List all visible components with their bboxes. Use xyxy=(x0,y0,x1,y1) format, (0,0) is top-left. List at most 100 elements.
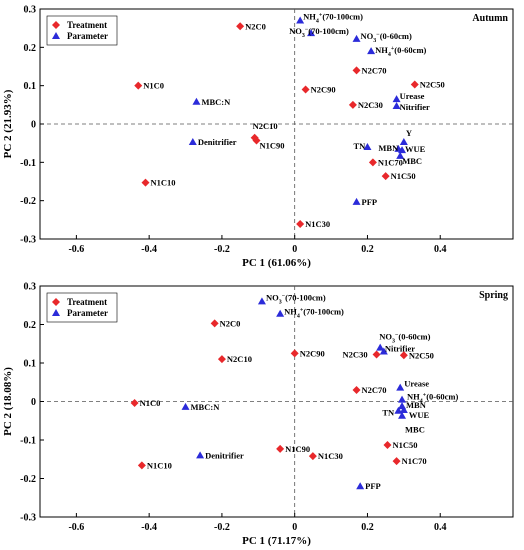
autumn-point-n1c10-label: N1C10 xyxy=(151,178,176,188)
spring-y-tick-label: 0.1 xyxy=(24,359,37,370)
autumn-legend-box xyxy=(46,15,118,46)
autumn-x-tick-label: -0.4 xyxy=(141,244,157,255)
spring-point-no3-0-60cm xyxy=(376,343,385,351)
autumn-season-title: Autumn xyxy=(472,13,508,24)
autumn-point-n2c0 xyxy=(236,22,245,31)
autumn-legend-treatment-label: Treatment xyxy=(67,20,107,30)
spring-legend-parameter-marker xyxy=(52,309,60,316)
autumn-point-nh4-70-100cm-label: NH4+(70-100cm) xyxy=(303,12,363,25)
autumn-point-y xyxy=(399,138,408,146)
autumn-point-y-label: Y xyxy=(406,128,412,138)
autumn-y-tick-label: 0.2 xyxy=(24,43,37,54)
autumn-point-n2c70 xyxy=(352,66,361,75)
autumn-point-n1c50 xyxy=(381,172,390,181)
spring-legend-box xyxy=(46,292,118,323)
autumn-legend-parameter-marker xyxy=(52,32,60,39)
autumn-point-n1c30-label: N1C30 xyxy=(305,219,330,229)
spring-legend-treatment-label: Treatment xyxy=(67,297,107,307)
spring-point-n1c90-label: N1C90 xyxy=(285,444,310,454)
spring-y-tick-label: 0.2 xyxy=(24,320,37,331)
autumn-point-n1c0-label: N1C0 xyxy=(143,81,164,91)
spring-point-no3-70-100cm xyxy=(257,297,266,305)
spring-legend-parameter-label: Parameter xyxy=(67,308,108,318)
spring-x-tick-label: 0 xyxy=(292,522,297,533)
spring-point-n1c50-label: N1C50 xyxy=(392,440,417,450)
autumn-x-tick-label: 0.2 xyxy=(361,244,374,255)
spring-point-tn xyxy=(394,406,403,414)
spring-point-n2c30 xyxy=(372,350,381,359)
spring-point-n1c70 xyxy=(392,457,401,466)
autumn-point-n1c10 xyxy=(141,178,150,187)
autumn-legend-treatment-marker xyxy=(52,21,60,29)
spring-point-wue xyxy=(399,405,408,413)
spring-y-tick-label: -0.3 xyxy=(20,513,36,524)
autumn-point-mbc xyxy=(396,151,405,159)
autumn-x-tick-label: 0.4 xyxy=(434,244,447,255)
spring-point-mbc-n-label: MBC:N xyxy=(191,402,221,412)
spring-x-tick-label: 0.2 xyxy=(361,522,374,533)
spring-x-tick-label: 0.4 xyxy=(434,522,447,533)
autumn-point-tn-label: TN xyxy=(353,141,366,151)
autumn-point-urease-label: Urease xyxy=(400,91,425,101)
autumn-point-n1c0 xyxy=(134,81,143,90)
spring-point-n2c0 xyxy=(210,319,219,328)
spring-panel: -0.6 -0.4 -0.2 0 0.2 0.4 -0.3 -0.2 -0.1 0 0.1 0.2 0.… xyxy=(2,282,514,547)
spring-point-n1c0 xyxy=(130,399,139,408)
autumn-point-nh4-0-60cm xyxy=(367,47,376,55)
spring-point-n1c30 xyxy=(308,452,317,461)
spring-point-n2c0-label: N2C0 xyxy=(220,318,241,328)
autumn-point-no3-0-60cm-label: NO3−(0-60cm) xyxy=(361,31,412,44)
spring-point-denitrifier xyxy=(196,451,205,459)
autumn-point-n2c70-label: N2C70 xyxy=(362,65,387,75)
spring-point-n1c70-label: N1C70 xyxy=(402,456,427,466)
spring-point-pfp-label: PFP xyxy=(365,481,381,491)
autumn-point-mbc-n xyxy=(192,97,201,105)
autumn-point-n2c90 xyxy=(301,85,310,94)
autumn-point-n2c90-label: N2C90 xyxy=(311,85,336,95)
autumn-point-mbc-n-label: MBC:N xyxy=(201,97,231,107)
autumn-point-denitrifier-label: Denitrifier xyxy=(198,137,237,147)
autumn-point-n1c50-label: N1C50 xyxy=(391,171,416,181)
spring-point-mbn-label: MBN xyxy=(406,400,427,410)
spring-y-axis-label: PC 2 (18.08%) xyxy=(2,367,14,436)
spring-point-denitrifier-label: Denitrifier xyxy=(205,450,244,460)
spring-x-tick-label: -0.6 xyxy=(68,522,84,533)
spring-point-nh4-0-60cm-label: NH4+(0-60cm) xyxy=(407,392,458,405)
autumn-point-n2c30 xyxy=(348,100,357,109)
spring-point-n2c70 xyxy=(352,385,361,394)
spring-point-urease xyxy=(396,383,405,391)
autumn-point-mbn-label: MBN xyxy=(378,143,399,153)
autumn-point-n2c10-label: N2C10 xyxy=(253,121,278,131)
spring-point-pfp xyxy=(356,482,365,490)
autumn-point-mbc-label: MBC xyxy=(402,156,422,166)
autumn-point-no3-70-100cm-label: NO3−(70-100cm) xyxy=(289,26,349,39)
spring-point-tn-label: TN xyxy=(382,408,395,418)
spring-y-tick-label: 0.3 xyxy=(24,282,37,293)
autumn-point-no3-0-60cm xyxy=(352,34,361,42)
spring-point-n2c50-label: N2C50 xyxy=(409,350,434,360)
autumn-y-tick-label: 0.1 xyxy=(24,81,37,92)
spring-point-n1c30-label: N1C30 xyxy=(318,451,343,461)
autumn-x-tick-label: 0 xyxy=(292,244,297,255)
spring-point-n1c10-label: N1C10 xyxy=(147,460,172,470)
autumn-y-tick-label: -0.1 xyxy=(20,158,36,169)
autumn-point-pfp xyxy=(352,197,361,205)
autumn-point-n2c50-label: N2C50 xyxy=(420,80,445,90)
autumn-point-denitrifier xyxy=(188,138,197,146)
autumn-point-nh4-0-60cm-label: NH4+(0-60cm) xyxy=(375,45,426,58)
autumn-x-tick-label: -0.6 xyxy=(68,244,84,255)
spring-x-tick-label: -0.2 xyxy=(214,522,230,533)
autumn-point-wue xyxy=(398,146,407,154)
autumn-point-n2c50 xyxy=(410,80,419,89)
spring-y-tick-label: 0 xyxy=(31,397,36,408)
autumn-panel: -0.6 -0.4 -0.2 0 0.2 0.4 -0.3 -0.2 -0.1 0 0.1 0.2 0.… xyxy=(2,5,514,269)
spring-point-mbc-n xyxy=(181,402,190,410)
autumn-y-tick-label: -0.2 xyxy=(20,196,36,207)
spring-point-nh4-0-60cm xyxy=(398,395,407,403)
spring-y-tick-label: -0.1 xyxy=(20,436,36,447)
autumn-x-tick-label: -0.2 xyxy=(214,244,230,255)
spring-point-no3-0-60cm-label: NO3−(0-60cm) xyxy=(379,332,430,345)
autumn-y-tick-label: -0.3 xyxy=(20,235,36,246)
